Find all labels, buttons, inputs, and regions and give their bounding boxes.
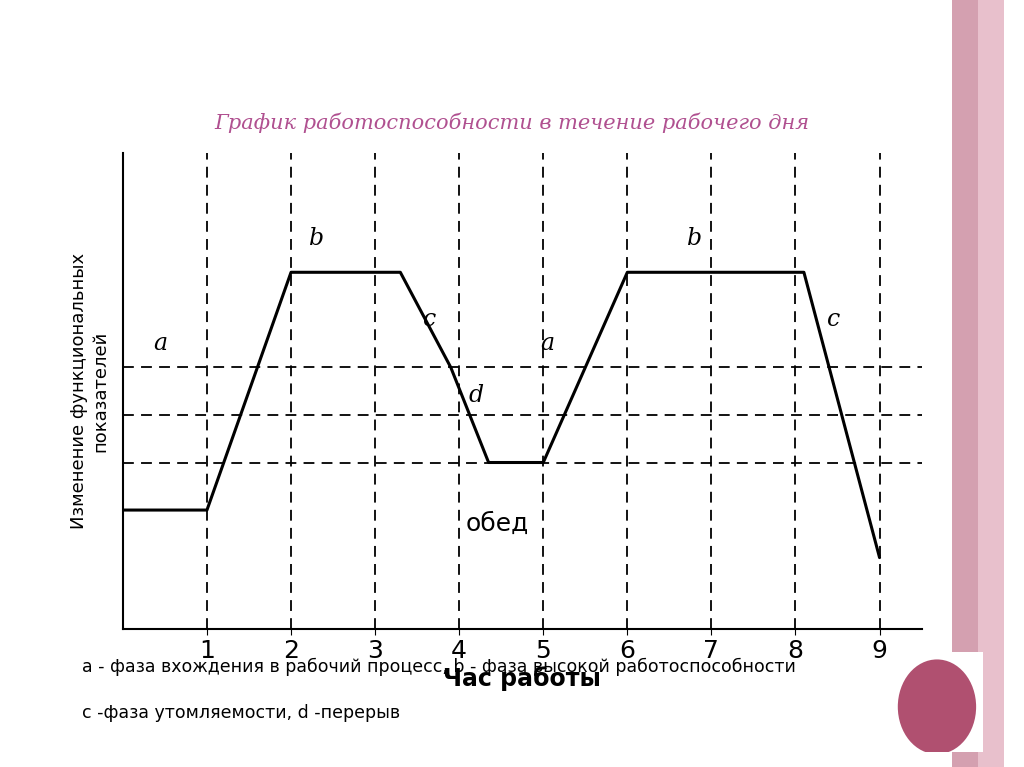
Text: a - фаза вхождения в рабочий процесс, b - фаза высокой работоспособности: a - фаза вхождения в рабочий процесс, b … (82, 658, 796, 676)
Text: a: a (154, 332, 168, 355)
Text: d: d (468, 384, 483, 407)
Text: c: c (423, 308, 436, 331)
Text: a: a (541, 332, 555, 355)
Y-axis label: Изменение функциональных
показателей: Изменение функциональных показателей (71, 253, 109, 529)
Text: обед: обед (465, 512, 528, 536)
Text: b: b (687, 228, 702, 251)
Text: c -фаза утомляемости, d -перерыв: c -фаза утомляемости, d -перерыв (82, 704, 400, 723)
Ellipse shape (898, 660, 976, 754)
Text: b: b (308, 228, 324, 251)
Text: c: c (826, 308, 840, 331)
Text: График работоспособности в течение рабочего дня: График работоспособности в течение рабоч… (214, 113, 810, 133)
X-axis label: Час работы: Час работы (443, 666, 601, 691)
